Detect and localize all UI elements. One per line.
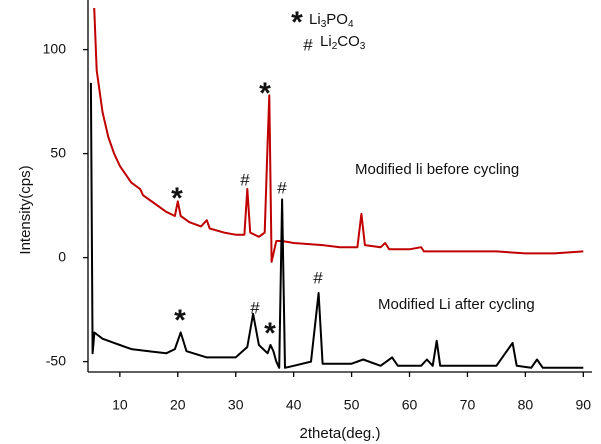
y-axis-label: Intensity(cps) <box>17 165 34 254</box>
x-tick-label: 60 <box>402 397 418 413</box>
peak-marker: * <box>264 317 276 350</box>
x-tick-label: 70 <box>460 397 476 413</box>
data-line <box>93 8 584 263</box>
x-tick-label: 40 <box>286 397 302 413</box>
formula-part: Li <box>309 11 321 28</box>
x-tick-label: 20 <box>170 397 186 413</box>
peak-marker: # <box>277 178 287 197</box>
series-label: Modified Li after cycling <box>378 296 535 313</box>
series-label: Modified li before cycling <box>355 161 519 178</box>
peak-marker: * <box>171 182 183 215</box>
y-tick-label: 50 <box>50 144 66 160</box>
data-line <box>89 82 584 369</box>
subscript: 3 <box>321 19 327 30</box>
x-axis-label: 2theta(deg.) <box>300 425 381 442</box>
legend-label: Li2CO3 <box>320 33 366 52</box>
legend-symbol: * <box>291 6 303 39</box>
formula-part: Li <box>320 33 332 50</box>
x-tick-label: 90 <box>576 397 592 413</box>
legend-label: Li3PO4 <box>309 11 354 30</box>
formula-part: CO <box>337 33 360 50</box>
y-tick-label: 0 <box>58 248 66 264</box>
peak-marker: * <box>174 304 186 337</box>
subscript: 2 <box>332 41 338 52</box>
formula-part: PO <box>326 11 348 28</box>
legend-symbol: # <box>303 35 313 54</box>
x-tick-label: 80 <box>518 397 534 413</box>
y-tick-label: -50 <box>46 352 66 368</box>
peak-marker: # <box>313 268 323 287</box>
subscript: 3 <box>360 41 366 52</box>
subscript: 4 <box>348 19 354 30</box>
peak-marker: * <box>259 77 271 110</box>
peak-marker: # <box>240 170 250 189</box>
x-tick-label: 50 <box>344 397 360 413</box>
x-tick-label: 30 <box>228 397 244 413</box>
y-tick-label: 100 <box>43 40 67 56</box>
peak-marker: # <box>250 298 260 317</box>
x-tick-label: 10 <box>112 397 128 413</box>
